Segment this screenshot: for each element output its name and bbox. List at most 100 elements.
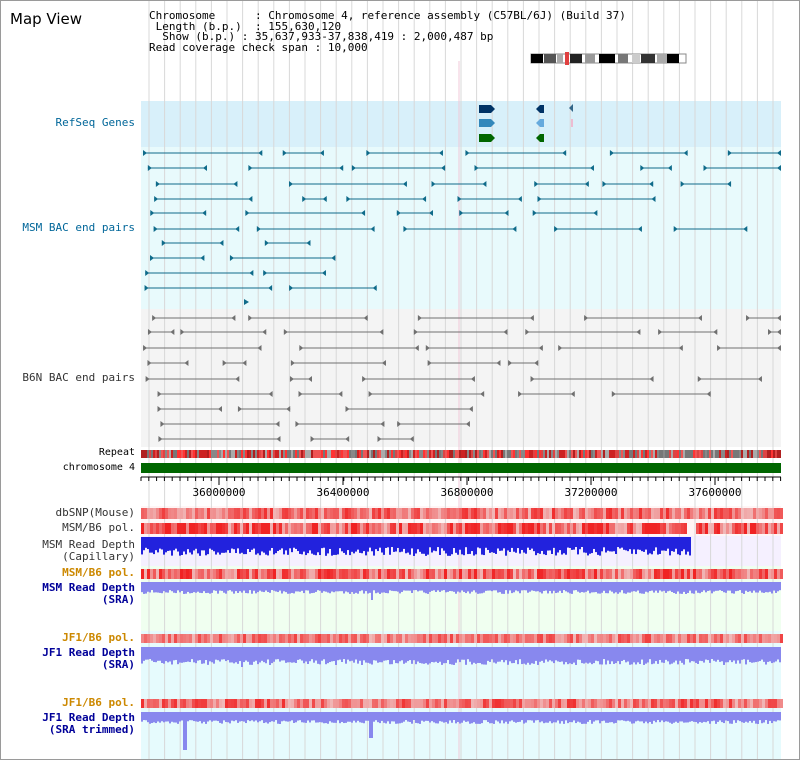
repeat-segment bbox=[453, 450, 455, 458]
read-depth-bar bbox=[777, 647, 779, 660]
polymorphism-cell bbox=[537, 569, 540, 579]
polymorphism-cell bbox=[294, 634, 297, 643]
polymorphism-cell bbox=[645, 699, 648, 708]
polymorphism-cell bbox=[366, 508, 369, 519]
polymorphism-cell bbox=[780, 523, 783, 534]
polymorphism-cell bbox=[351, 634, 354, 643]
read-depth-bar bbox=[179, 712, 181, 722]
read-depth-bar bbox=[211, 712, 213, 722]
read-depth-bar bbox=[679, 582, 681, 594]
read-depth-bar bbox=[605, 647, 607, 665]
read-depth-bar bbox=[481, 582, 483, 594]
read-depth-bar bbox=[727, 582, 729, 591]
polymorphism-cell bbox=[606, 523, 609, 534]
read-depth-bar bbox=[591, 647, 593, 665]
ideogram-band bbox=[618, 54, 628, 63]
read-depth-bar bbox=[753, 712, 755, 721]
polymorphism-cell bbox=[417, 523, 420, 534]
read-depth-bar bbox=[489, 647, 491, 662]
polymorphism-cell bbox=[474, 523, 477, 534]
polymorphism-cell bbox=[615, 569, 618, 579]
track-label-msm-depth-capillary[interactable]: MSM Read Depth (Capillary) bbox=[1, 539, 135, 563]
read-depth-bar bbox=[145, 582, 147, 594]
track-label-b6n-bac[interactable]: B6N BAC end pairs bbox=[22, 371, 135, 384]
polymorphism-cell bbox=[768, 634, 771, 643]
repeat-segment bbox=[755, 450, 757, 458]
polymorphism-cell bbox=[267, 634, 270, 643]
polymorphism-cell bbox=[759, 508, 762, 519]
read-depth-bar bbox=[165, 647, 167, 662]
polymorphism-cell bbox=[561, 508, 564, 519]
polymorphism-cell bbox=[447, 634, 450, 643]
polymorphism-cell bbox=[510, 569, 513, 579]
read-depth-bar bbox=[559, 712, 561, 724]
track-label-jf1-b6-pol-2[interactable]: JF1/B6 pol. bbox=[62, 696, 135, 709]
polymorphism-cell bbox=[675, 508, 678, 519]
track-label-msm-b6-pol[interactable]: MSM/B6 pol. bbox=[62, 521, 135, 534]
track-label-msm-b6-pol-2[interactable]: MSM/B6 pol. bbox=[62, 566, 135, 579]
track-label-msm-depth-sra[interactable]: MSM Read Depth (SRA) bbox=[1, 582, 135, 606]
read-depth-bar bbox=[443, 582, 445, 591]
read-depth-bar bbox=[607, 647, 609, 661]
read-depth-bar bbox=[343, 712, 345, 724]
ideogram-band bbox=[657, 54, 667, 63]
repeat-segment bbox=[577, 450, 579, 458]
read-depth-bar bbox=[631, 582, 633, 592]
bac-end-marker bbox=[288, 181, 293, 187]
track-label-jf1-depth-sra[interactable]: JF1 Read Depth (SRA) bbox=[1, 647, 135, 671]
read-depth-bar bbox=[589, 647, 591, 663]
track-label-jf1-b6-pol[interactable]: JF1/B6 pol. bbox=[62, 631, 135, 644]
repeat-segment bbox=[631, 450, 633, 458]
polymorphism-cell bbox=[534, 634, 537, 643]
read-depth-bar bbox=[679, 537, 681, 556]
read-depth-bar bbox=[579, 537, 581, 550]
read-depth-bar bbox=[593, 537, 595, 549]
read-depth-bar bbox=[293, 537, 295, 548]
track-label-jf1-depth-trimmed[interactable]: JF1 Read Depth (SRA trimmed) bbox=[1, 712, 135, 736]
read-depth-bar bbox=[731, 712, 733, 724]
read-depth-bar bbox=[481, 537, 483, 555]
read-depth-bar bbox=[239, 537, 241, 554]
read-depth-bar bbox=[697, 712, 699, 724]
read-depth-bar bbox=[259, 582, 261, 591]
read-depth-bar bbox=[491, 537, 493, 553]
bac-end-marker bbox=[403, 226, 408, 232]
read-depth-bar bbox=[193, 712, 195, 722]
polymorphism-cell bbox=[507, 569, 510, 579]
polymorphism-cell bbox=[156, 508, 159, 519]
bac-end-marker bbox=[377, 436, 382, 442]
repeat-segment bbox=[241, 450, 243, 458]
read-depth-bar bbox=[533, 712, 535, 723]
repeat-segment bbox=[537, 450, 539, 458]
polymorphism-cell bbox=[186, 569, 189, 579]
polymorphism-cell bbox=[420, 634, 423, 643]
read-depth-bar bbox=[457, 537, 459, 555]
read-depth-bar bbox=[333, 537, 335, 555]
read-depth-bar bbox=[379, 582, 381, 594]
read-depth-bar bbox=[661, 537, 663, 551]
read-depth-bar bbox=[691, 712, 693, 722]
read-depth-bar bbox=[453, 647, 455, 665]
repeat-segment bbox=[727, 450, 729, 458]
repeat-segment bbox=[307, 450, 309, 458]
read-depth-bar bbox=[751, 582, 753, 593]
read-depth-bar bbox=[207, 582, 209, 593]
read-depth-bar bbox=[351, 647, 353, 661]
polymorphism-cell bbox=[297, 523, 300, 534]
read-depth-bar bbox=[735, 582, 737, 592]
polymorphism-cell bbox=[420, 508, 423, 519]
polymorphism-cell bbox=[693, 569, 696, 579]
polymorphism-cell bbox=[738, 699, 741, 708]
polymorphism-cell bbox=[366, 523, 369, 534]
polymorphism-cell bbox=[543, 523, 546, 534]
read-depth-bar bbox=[699, 582, 701, 594]
track-label-dbsnp[interactable]: dbSNP(Mouse) bbox=[55, 506, 135, 519]
read-depth-bar bbox=[531, 537, 533, 549]
polymorphism-cell bbox=[591, 569, 594, 579]
track-label-msm-bac[interactable]: MSM BAC end pairs bbox=[22, 221, 135, 234]
bac-end-marker bbox=[145, 270, 150, 276]
polymorphism-cell bbox=[537, 508, 540, 519]
track-label-refseq[interactable]: RefSeq Genes bbox=[55, 116, 135, 129]
polymorphism-cell bbox=[405, 634, 408, 643]
bac-end-marker bbox=[331, 255, 336, 261]
